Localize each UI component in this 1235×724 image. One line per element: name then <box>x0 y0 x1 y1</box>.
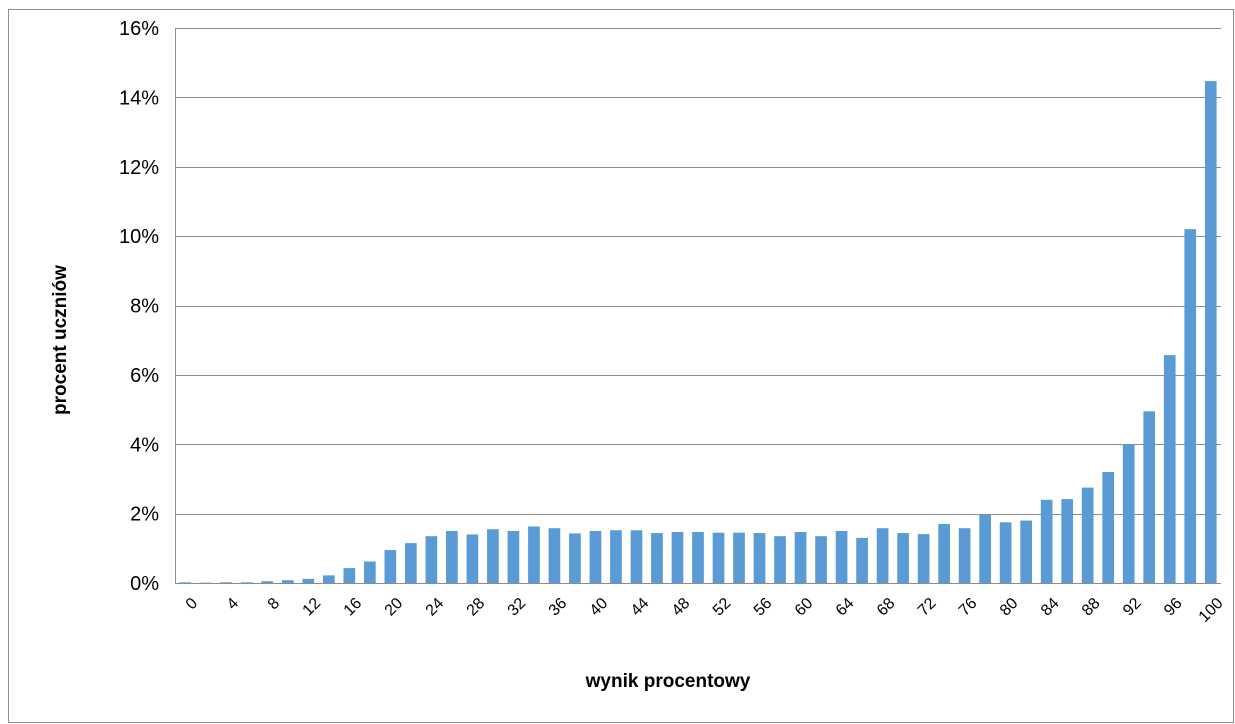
bar <box>733 532 745 583</box>
bar <box>281 580 294 583</box>
gridlines <box>175 28 1221 584</box>
bar <box>815 536 827 583</box>
y-axis-ticks: 0% 2% 4% 6% 8% 10% 12% 14% 16% <box>119 18 159 595</box>
bar <box>487 529 499 583</box>
x-tick-label: 76 <box>956 595 981 620</box>
y-tick-label: 14% <box>119 87 159 109</box>
bar <box>1020 520 1033 583</box>
x-tick-label: 24 <box>423 595 448 620</box>
bar <box>610 530 622 583</box>
bar <box>692 532 704 583</box>
y-tick-label: 12% <box>119 157 159 179</box>
bar <box>569 533 581 583</box>
bar <box>548 528 561 583</box>
bars <box>179 81 1217 584</box>
x-tick-label: 28 <box>464 595 489 620</box>
x-tick-label: 4 <box>224 595 242 613</box>
bar <box>589 530 602 583</box>
x-tick-label: 100 <box>1196 595 1227 626</box>
bar <box>794 532 807 583</box>
bar <box>528 526 540 583</box>
bar <box>958 528 971 583</box>
bar <box>876 528 889 583</box>
x-tick-label: 84 <box>1038 595 1063 620</box>
y-tick-label: 6% <box>130 365 159 387</box>
bar <box>1143 411 1156 583</box>
bar <box>507 530 520 583</box>
y-tick-label: 2% <box>130 504 159 526</box>
bar <box>651 533 663 583</box>
x-tick-label: 88 <box>1079 595 1104 620</box>
bar <box>384 550 397 583</box>
bar <box>302 578 315 583</box>
y-tick-label: 4% <box>130 434 159 456</box>
y-tick-label: 16% <box>119 18 159 40</box>
chart-frame: 0% 2% 4% 6% 8% 10% 12% 14% 16% 0 4 8 12 16 20 24 28 32 36… <box>8 9 1234 723</box>
bar <box>466 534 479 583</box>
bar <box>917 534 930 583</box>
y-tick-label: 0% <box>130 573 159 595</box>
bar <box>671 532 684 583</box>
bar <box>240 582 253 583</box>
bar <box>774 536 786 583</box>
x-tick-label: 36 <box>546 595 571 620</box>
y-tick-label: 8% <box>130 296 159 318</box>
x-tick-label: 32 <box>505 595 530 620</box>
bar <box>179 582 192 583</box>
x-tick-label: 48 <box>669 595 694 620</box>
bar <box>979 514 991 583</box>
bar <box>1122 444 1135 583</box>
bar <box>999 522 1012 583</box>
x-tick-label: 44 <box>628 595 653 620</box>
bar-chart: 0%2%4%6%8%10%12%14%16% 0 4 8 12 16 20 24 28 32 36… <box>50 18 1227 692</box>
bar <box>938 524 950 583</box>
bar <box>425 536 438 583</box>
x-tick-label: 0 <box>183 595 201 613</box>
bar <box>712 532 725 583</box>
x-tick-label: 68 <box>874 595 899 620</box>
bar <box>322 575 335 583</box>
x-axis-title: wynik procentowy <box>585 671 751 692</box>
x-tick-label: 92 <box>1120 595 1145 620</box>
bar <box>1061 499 1074 583</box>
bar <box>446 530 458 583</box>
bar <box>630 530 643 583</box>
bar <box>1040 499 1053 583</box>
bar <box>220 582 233 583</box>
bar <box>1184 229 1197 583</box>
x-tick-label: 64 <box>833 595 858 620</box>
bar <box>405 543 417 583</box>
bar <box>1204 81 1217 584</box>
bar <box>1102 472 1115 583</box>
x-axis-ticks: 0 4 8 12 16 20 24 28 32 36 40 44 48 52 56 60 64 68 72 76 80 8… <box>183 595 1227 626</box>
x-tick-label: 60 <box>792 595 817 620</box>
x-tick-label: 20 <box>382 595 407 620</box>
y-tick-label: 10% <box>119 226 159 248</box>
bar <box>261 581 274 583</box>
x-tick-label: 80 <box>997 595 1022 620</box>
y-axis-title: procent uczniów <box>50 265 71 415</box>
x-tick-label: 96 <box>1161 595 1186 620</box>
x-tick-label: 52 <box>710 595 735 620</box>
x-tick-label: 12 <box>300 595 325 620</box>
bar <box>856 537 868 583</box>
bar <box>835 530 848 583</box>
bar <box>1163 355 1176 583</box>
x-tick-label: 16 <box>341 595 366 620</box>
bar <box>897 533 909 583</box>
x-tick-label: 8 <box>265 595 283 613</box>
bar <box>343 568 356 583</box>
bar <box>363 561 376 583</box>
x-tick-label: 72 <box>915 595 940 620</box>
bar <box>753 533 766 583</box>
bar <box>1081 487 1094 583</box>
x-tick-label: 56 <box>751 595 776 620</box>
x-tick-label: 40 <box>587 595 612 620</box>
